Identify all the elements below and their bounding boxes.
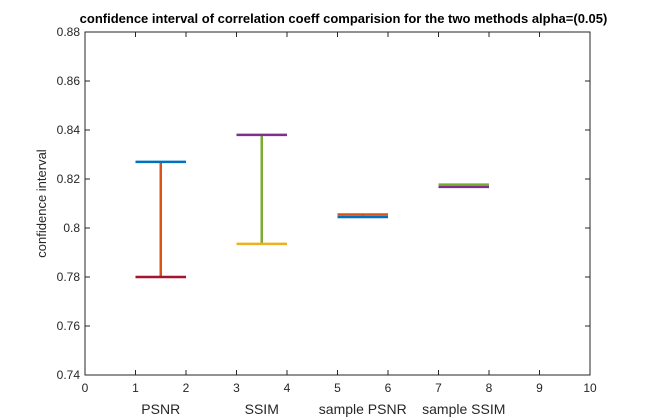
y-tick-label: 0.78 [57,270,81,284]
category-labels: PSNR SSIM sample PSNR sample SSIM [141,401,505,417]
x-tick-label: 4 [284,381,291,395]
x-tick-label: 8 [486,381,493,395]
y-tick-label: 0.88 [57,25,81,39]
y-tick-label: 0.76 [57,319,81,333]
x-tick-label: 1 [132,381,139,395]
x-tick-label: 2 [183,381,190,395]
chart-title: confidence interval of correlation coeff… [80,11,608,26]
x-tick-label: 3 [233,381,240,395]
category-label: sample SSIM [422,401,505,417]
category-label: PSNR [141,401,180,417]
x-tick-label: 0 [82,381,89,395]
interval-marks [135,133,489,279]
y-tick-label: 0.82 [57,172,81,186]
y-tick-label: 0.74 [57,368,81,382]
x-tick-label: 7 [435,381,442,395]
y-tick-label: 0.84 [57,123,81,137]
x-tick-label: 6 [385,381,392,395]
y-tick-label: 0.8 [63,221,80,235]
y-axis-label: confidence interval [34,149,49,258]
y-axis-ticks: 0.74 0.76 0.78 0.8 0.82 0.84 0.86 0.88 [57,25,590,382]
category-label: SSIM [245,401,279,417]
x-axis-ticks: 0 1 2 3 4 5 6 7 8 9 10 [82,32,597,395]
category-label: sample PSNR [319,401,407,417]
x-tick-label: 5 [334,381,341,395]
x-tick-label: 9 [536,381,543,395]
y-tick-label: 0.86 [57,74,81,88]
x-tick-label: 10 [583,381,597,395]
plot-area [85,32,590,375]
